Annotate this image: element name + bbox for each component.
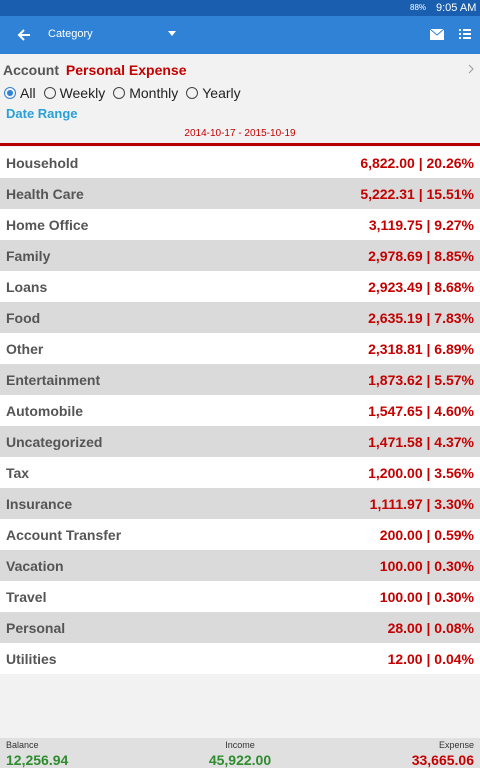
- expense-value: 33,665.06: [411, 752, 474, 768]
- category-amount: 200.00 | 0.59%: [379, 526, 474, 543]
- chevron: [468, 64, 474, 74]
- category-amount: 2,635.19 | 7.83%: [368, 309, 474, 326]
- account-label: Account: [3, 62, 59, 78]
- divider: [0, 143, 480, 146]
- radio-label: Monthly: [129, 85, 179, 101]
- category-row[interactable]: Uncategorized 1,471.58 | 4.37%: [0, 426, 480, 457]
- app-bar: Category: [0, 16, 480, 54]
- account-row[interactable]: Account Personal Expense: [3, 62, 187, 78]
- date-range-label[interactable]: Date Range: [6, 106, 78, 121]
- radio-option[interactable]: Yearly: [186, 85, 241, 101]
- category-row[interactable]: Loans 2,923.49 | 8.68%: [0, 271, 480, 302]
- list-icon[interactable]: [459, 28, 471, 40]
- category-name: Vacation: [6, 557, 64, 574]
- category-row[interactable]: Travel 100.00 | 0.30%: [0, 581, 480, 612]
- category-name: Food: [6, 309, 41, 326]
- category-amount: 3,119.75 | 9.27%: [368, 216, 474, 233]
- category-name: Household: [6, 154, 79, 171]
- category-row[interactable]: Personal 28.00 | 0.08%: [0, 612, 480, 643]
- category-row[interactable]: Tax 1,200.00 | 3.56%: [0, 457, 480, 488]
- balance-value: 12,256.94: [6, 752, 69, 768]
- battery: 88%: [410, 3, 427, 12]
- category-amount: 1,547.65 | 4.60%: [368, 402, 474, 419]
- category-row[interactable]: Household 6,822.00 | 20.26%: [0, 147, 480, 178]
- category-name: Entertainment: [6, 371, 101, 388]
- account-name: Personal Expense: [65, 62, 187, 78]
- category-name: Uncategorized: [6, 433, 103, 450]
- radio-label: Yearly: [202, 85, 241, 101]
- category-row[interactable]: Family 2,978.69 | 8.85%: [0, 240, 480, 271]
- category-row[interactable]: Account Transfer 200.00 | 0.59%: [0, 519, 480, 550]
- category-amount: 2,923.49 | 8.68%: [368, 278, 474, 295]
- category-name: Insurance: [6, 495, 73, 512]
- category-row[interactable]: Food 2,635.19 | 7.83%: [0, 302, 480, 333]
- radio-option[interactable]: Monthly: [113, 85, 178, 101]
- category-amount: 6,822.00 | 20.26%: [360, 154, 474, 171]
- category-amount: 100.00 | 0.30%: [379, 557, 474, 574]
- radio-dot: [4, 87, 16, 99]
- category-amount: 2,318.81 | 6.89%: [368, 340, 474, 357]
- radio-dot: [186, 87, 199, 99]
- income-label: Income: [225, 740, 255, 750]
- radio-option[interactable]: Weekly: [43, 85, 106, 101]
- category-amount: 28.00 | 0.08%: [387, 619, 474, 636]
- radio-dot: [43, 87, 56, 99]
- expense-label: Expense: [438, 740, 474, 750]
- status-bar: 88% 9:05 AM: [0, 0, 480, 16]
- clock: 9:05 AM: [436, 2, 477, 14]
- back-button[interactable]: [16, 27, 32, 43]
- category-name: Automobile: [6, 402, 83, 419]
- category-row[interactable]: Automobile 1,547.65 | 4.60%: [0, 395, 480, 426]
- category-name: Personal: [6, 619, 66, 636]
- category-amount: 1,111.97 | 3.30%: [369, 495, 474, 512]
- category-row[interactable]: Insurance 1,111.97 | 3.30%: [0, 488, 480, 519]
- category-name: Tax: [6, 464, 30, 481]
- radio-option[interactable]: All: [4, 85, 36, 101]
- income-value: 45,922.00: [208, 752, 272, 768]
- category-row[interactable]: Health Care 5,222.31 | 15.51%: [0, 178, 480, 209]
- period-options: All Weekly Monthly Yearly: [4, 85, 249, 101]
- radio-label: All: [20, 85, 36, 101]
- category-row[interactable]: Vacation 100.00 | 0.30%: [0, 550, 480, 581]
- category-name: Other: [6, 340, 44, 357]
- category-amount: 12.00 | 0.04%: [387, 650, 474, 667]
- date-range-text: 2014-10-17 - 2015-10-19: [184, 128, 296, 139]
- dropdown-arrow: [168, 31, 176, 36]
- mail-icon[interactable]: [430, 29, 444, 40]
- category-name: Family: [6, 247, 51, 264]
- category-name: Account Transfer: [6, 526, 122, 543]
- radio-dot: [113, 87, 126, 99]
- footer: Balance 12,256.94 Income 45,922.00 Expen…: [0, 738, 480, 768]
- category-row[interactable]: Home Office 3,119.75 | 9.27%: [0, 209, 480, 240]
- category-amount: 1,200.00 | 3.56%: [368, 464, 474, 481]
- category-dropdown[interactable]: Category: [48, 28, 93, 40]
- balance-label: Balance: [6, 740, 39, 750]
- category-name: Loans: [6, 278, 48, 295]
- radio-label: Weekly: [59, 85, 106, 101]
- category-amount: 2,978.69 | 8.85%: [368, 247, 474, 264]
- category-amount: 1,873.62 | 5.57%: [368, 371, 474, 388]
- category-amount: 100.00 | 0.30%: [379, 588, 474, 605]
- category-name: Travel: [6, 588, 47, 605]
- category-name: Home Office: [6, 216, 89, 233]
- category-amount: 5,222.31 | 15.51%: [360, 185, 474, 202]
- category-row[interactable]: Utilities 12.00 | 0.04%: [0, 643, 480, 674]
- category-name: Utilities: [6, 650, 57, 667]
- category-list: Household 6,822.00 | 20.26% Health Care 5,2…: [0, 147, 480, 674]
- category-amount: 1,471.58 | 4.37%: [368, 433, 474, 450]
- category-row[interactable]: Entertainment 1,873.62 | 5.57%: [0, 364, 480, 395]
- category-row[interactable]: Other 2,318.81 | 6.89%: [0, 333, 480, 364]
- category-name: Health Care: [6, 185, 84, 202]
